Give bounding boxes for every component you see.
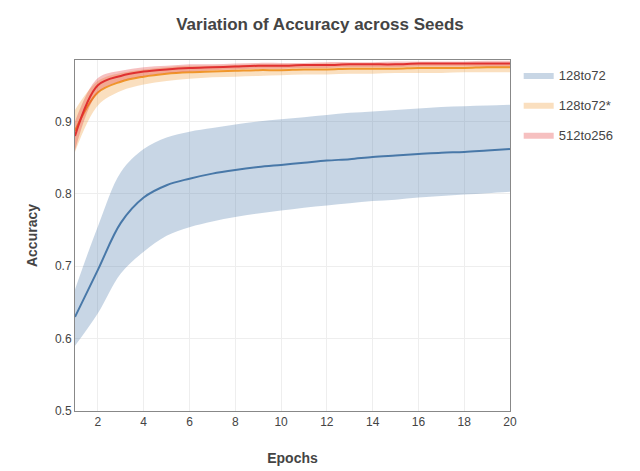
svg-text:128to72*: 128to72* (559, 98, 611, 113)
svg-text:12: 12 (320, 415, 334, 429)
svg-text:4: 4 (140, 415, 147, 429)
svg-text:128to72: 128to72 (559, 68, 606, 83)
svg-text:0.8: 0.8 (55, 187, 72, 201)
svg-text:512to256: 512to256 (559, 128, 613, 143)
svg-text:18: 18 (458, 415, 472, 429)
svg-text:Accuracy: Accuracy (24, 204, 40, 267)
svg-text:Epochs: Epochs (267, 450, 318, 466)
svg-text:0.7: 0.7 (55, 259, 72, 273)
svg-text:6: 6 (186, 415, 193, 429)
svg-text:2: 2 (95, 415, 102, 429)
svg-text:0.5: 0.5 (55, 404, 72, 418)
svg-text:0.6: 0.6 (55, 332, 72, 346)
svg-text:0.9: 0.9 (55, 115, 72, 129)
svg-text:Variation of Accuracy across S: Variation of Accuracy across Seeds (176, 15, 464, 34)
svg-text:10: 10 (274, 415, 288, 429)
svg-text:14: 14 (366, 415, 380, 429)
svg-text:20: 20 (503, 415, 517, 429)
svg-text:8: 8 (232, 415, 239, 429)
svg-text:16: 16 (412, 415, 426, 429)
